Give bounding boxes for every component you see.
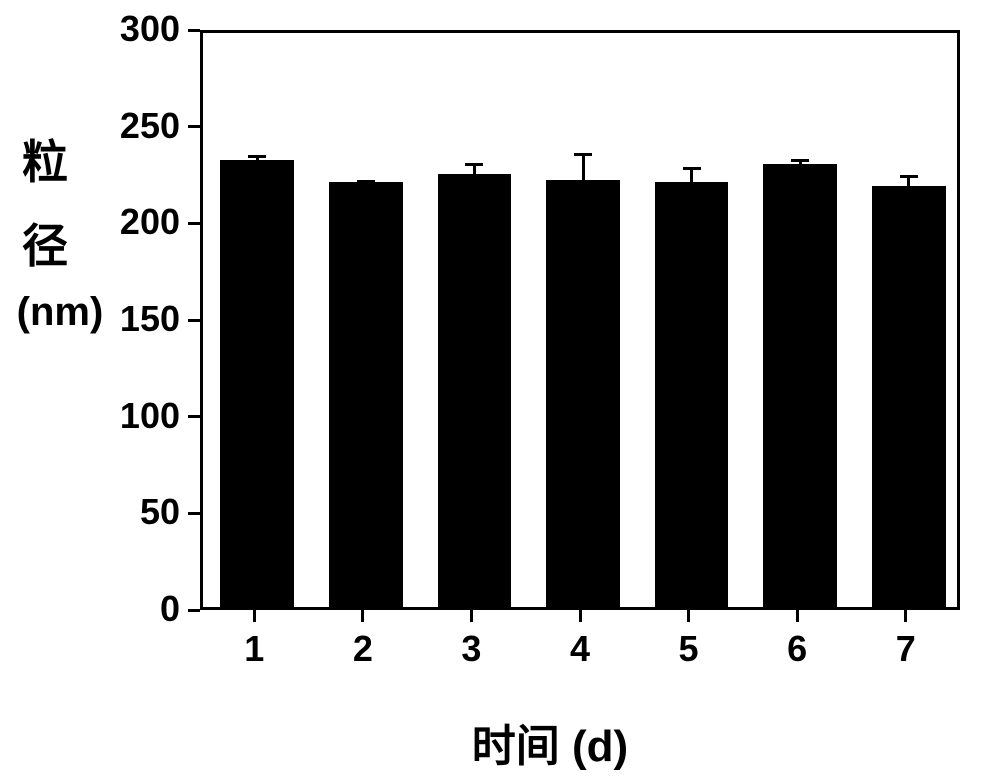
x-tick	[253, 610, 256, 622]
x-tick-label: 5	[669, 628, 709, 670]
y-tick-label: 300	[100, 8, 180, 50]
y-tick-label: 250	[100, 105, 180, 147]
y-tick-label: 0	[100, 588, 180, 630]
x-tick-label: 3	[451, 628, 491, 670]
y-axis-title-char1: 粒	[20, 130, 70, 194]
y-tick	[188, 512, 200, 515]
error-bar-line	[690, 168, 693, 187]
x-tick	[904, 610, 907, 622]
y-tick-label: 200	[100, 201, 180, 243]
error-bar-cap	[791, 159, 809, 162]
x-tick	[470, 610, 473, 622]
error-bar-cap	[900, 175, 918, 178]
y-tick-label: 50	[100, 491, 180, 533]
y-tick	[188, 29, 200, 32]
bar	[655, 182, 729, 607]
error-bar-cap	[574, 153, 592, 156]
x-tick-label: 6	[777, 628, 817, 670]
bar	[329, 182, 403, 607]
y-tick	[188, 415, 200, 418]
x-tick	[796, 610, 799, 622]
x-axis-title: 时间 (d)	[400, 710, 700, 774]
bar	[763, 164, 837, 607]
chart-frame	[200, 30, 960, 610]
bar	[220, 160, 294, 607]
error-bar-cap	[683, 167, 701, 170]
y-axis-title: 粒 径	[20, 130, 70, 279]
y-tick-label: 150	[100, 298, 180, 340]
y-tick-label: 100	[100, 395, 180, 437]
y-axis-title-char2: 径	[20, 214, 70, 278]
bar	[872, 186, 946, 607]
error-bar-line	[907, 176, 910, 191]
y-tick	[188, 319, 200, 322]
error-bar-line	[582, 155, 585, 186]
y-tick	[188, 609, 200, 612]
x-tick	[361, 610, 364, 622]
error-bar-line	[473, 164, 476, 179]
error-bar-cap	[248, 155, 266, 158]
x-tick	[579, 610, 582, 622]
error-bar-cap	[465, 163, 483, 166]
x-tick-label: 7	[886, 628, 926, 670]
x-tick	[687, 610, 690, 622]
y-tick	[188, 125, 200, 128]
plot-area	[203, 33, 957, 607]
bar	[546, 180, 620, 607]
error-bar-cap	[357, 180, 375, 183]
x-tick-label: 2	[343, 628, 383, 670]
y-tick	[188, 222, 200, 225]
bar	[438, 174, 512, 607]
x-tick-label: 1	[234, 628, 274, 670]
x-tick-label: 4	[560, 628, 600, 670]
